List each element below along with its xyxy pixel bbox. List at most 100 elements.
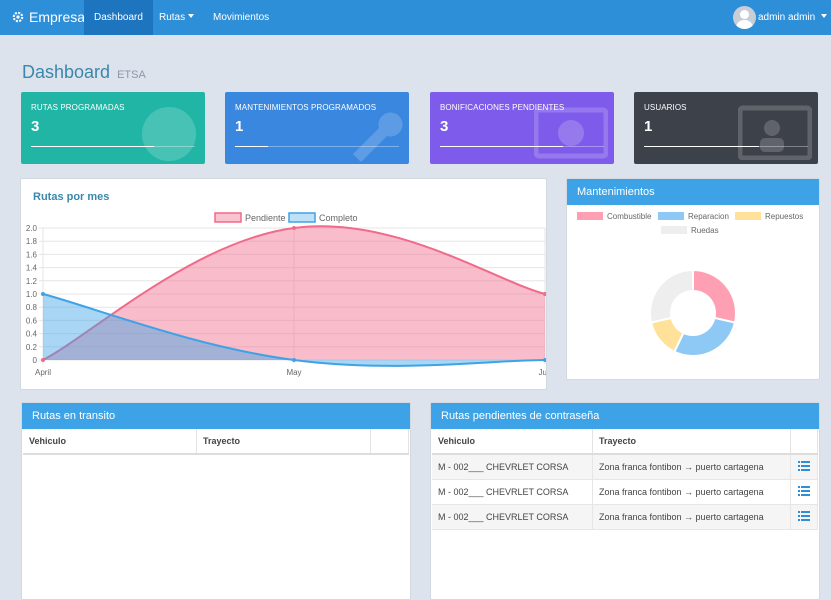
nav-dashboard[interactable]: Dashboard xyxy=(84,0,153,35)
nav-dashboard-label: Dashboard xyxy=(94,12,143,23)
column-header-trayecto[interactable]: Trayecto xyxy=(196,429,371,455)
donut-slice-reparacion[interactable] xyxy=(673,316,737,357)
legend-label-combustible: Combustible xyxy=(607,212,652,221)
y-tick-label: 1.6 xyxy=(26,250,38,259)
legend-label-pendiente: Pendiente xyxy=(245,213,286,223)
nav-movimientos-label: Movimientos xyxy=(213,12,270,23)
chevron-down-icon xyxy=(188,14,195,18)
y-tick-label: 0.4 xyxy=(26,330,38,339)
legend-label-repuestos: Repuestos xyxy=(765,212,803,221)
column-header-actions xyxy=(370,429,409,455)
rutas-pendientes-header: Rutas pendientes de contraseña xyxy=(431,403,819,429)
donut-slice-ruedas[interactable] xyxy=(649,268,694,324)
globe-icon xyxy=(142,107,196,161)
cell-vehiculo: M - 002___ CHEVRLET CORSA xyxy=(432,479,593,505)
x-tick-label: Ju xyxy=(539,368,546,377)
page-subtitle: ETSA xyxy=(117,69,146,81)
data-point-completo[interactable] xyxy=(41,292,45,296)
stat-progress-fill xyxy=(31,146,154,147)
avatar[interactable] xyxy=(733,6,756,29)
data-point-completo[interactable] xyxy=(292,358,296,362)
y-tick-label: 0 xyxy=(33,356,38,365)
panel-title: Rutas en transito xyxy=(32,410,116,422)
rutas-chart-card: Rutas por mes Pendiente Completo 0 0.2 0.4… xyxy=(20,178,547,390)
y-tick-label: 2.0 xyxy=(26,224,38,233)
user-name: admin admin xyxy=(757,12,816,23)
legend-swatch-repuestos xyxy=(735,212,761,220)
stat-mantenimientos-programados[interactable]: MANTENIMIENTOS PROGRAMADOS 1 xyxy=(225,92,409,164)
y-tick-label: 1.2 xyxy=(26,277,38,286)
x-tick-label: May xyxy=(286,368,301,377)
nav-movimientos[interactable]: Movimientos xyxy=(203,0,279,35)
table-header-row: Vehiculo Trayecto xyxy=(23,429,409,455)
page-title: Dashboard ETSA xyxy=(22,62,146,83)
donut-slice-combustible[interactable] xyxy=(692,268,737,324)
legend-swatch-pendiente xyxy=(214,212,242,223)
page-title-text: Dashboard xyxy=(22,62,111,82)
y-tick-label: 0.6 xyxy=(26,316,38,325)
area-fill-completo xyxy=(43,294,545,366)
legend-label-reparacion: Reparacion xyxy=(688,212,729,221)
y-tick-label: 0.8 xyxy=(26,303,38,312)
table-row: M - 002___ CHEVRLET CORSA Zona franca fo… xyxy=(432,504,818,530)
id-card-icon xyxy=(738,105,812,160)
area-fill-pendiente xyxy=(43,226,545,360)
cell-trayecto: Zona franca fontibon → puerto cartagena xyxy=(592,454,791,480)
brand-label: Empresa xyxy=(29,9,86,25)
y-tick-label: 0.2 xyxy=(26,343,38,352)
stat-value: 1 xyxy=(644,118,653,135)
legend-swatch-completo xyxy=(288,212,316,223)
user-menu[interactable]: admin admin xyxy=(758,0,827,35)
table-row: M - 002___ CHEVRLET CORSA Zona franca fo… xyxy=(432,479,818,505)
stat-progress xyxy=(440,146,604,147)
data-point-pendiente[interactable] xyxy=(292,226,296,230)
stat-value: 1 xyxy=(235,118,244,135)
stat-label: BONIFICACIONES PENDIENTES xyxy=(440,103,565,112)
rutas-transito-table: Vehiculo Trayecto xyxy=(23,429,409,455)
stat-progress xyxy=(235,146,399,147)
y-tick-label: 1.8 xyxy=(26,237,38,246)
column-header-vehiculo[interactable]: Vehiculo xyxy=(432,429,593,455)
stat-usuarios[interactable]: USUARIOS 1 xyxy=(634,92,818,164)
legend-swatch-reparacion xyxy=(658,212,684,220)
cell-actions xyxy=(790,454,818,480)
stat-progress-fill xyxy=(644,146,759,147)
list-icon[interactable] xyxy=(798,511,810,521)
cell-vehiculo: M - 002___ CHEVRLET CORSA xyxy=(432,454,593,480)
cell-trayecto: Zona franca fontibon → puerto cartagena xyxy=(592,504,791,530)
stat-progress-fill xyxy=(235,146,268,147)
data-point-completo[interactable] xyxy=(543,358,546,362)
rutas-transito-header: Rutas en transito xyxy=(22,403,410,429)
column-header-actions xyxy=(790,429,818,455)
stat-progress-fill xyxy=(440,146,563,147)
column-header-trayecto[interactable]: Trayecto xyxy=(592,429,791,455)
panel-title: Mantenimientos xyxy=(577,186,655,198)
stat-progress xyxy=(644,146,808,147)
table-row: M - 002___ CHEVRLET CORSA Zona franca fo… xyxy=(432,454,818,480)
stat-rutas-programadas[interactable]: RUTAS PROGRAMADAS 3 xyxy=(21,92,205,164)
rutas-pendientes-panel: Rutas pendientes de contraseña Vehiculo … xyxy=(430,402,820,600)
panel-title: Rutas pendientes de contraseña xyxy=(441,410,600,422)
legend-label-ruedas: Ruedas xyxy=(691,226,719,235)
rutas-transito-panel: Rutas en transito Vehiculo Trayecto xyxy=(21,402,411,600)
mantenimientos-card: Mantenimientos Combustible Reparacion Re… xyxy=(566,178,820,380)
stat-label: MANTENIMIENTOS PROGRAMADOS xyxy=(235,103,377,112)
area-chart: Pendiente Completo 0 0.2 0.4 0.6 0.8 1.0 1.2 1.… xyxy=(26,212,546,377)
data-point-pendiente[interactable] xyxy=(41,358,45,362)
data-point-pendiente[interactable] xyxy=(543,292,546,296)
list-icon[interactable] xyxy=(798,461,810,471)
column-header-vehiculo[interactable]: Vehiculo xyxy=(23,429,197,455)
brand-link[interactable]: Empresa xyxy=(12,0,85,35)
gear-icon xyxy=(12,11,24,23)
cell-actions xyxy=(790,479,818,505)
list-icon[interactable] xyxy=(798,486,810,496)
money-icon xyxy=(534,107,608,159)
legend-swatch-ruedas xyxy=(661,226,687,234)
stat-bonificaciones-pendientes[interactable]: BONIFICACIONES PENDIENTES 3 xyxy=(430,92,614,164)
legend-swatch-combustible xyxy=(577,212,603,220)
nav-rutas[interactable]: Rutas xyxy=(149,0,204,35)
wrench-icon xyxy=(353,112,403,162)
chevron-down-icon xyxy=(821,14,827,18)
top-navbar: Empresa Dashboard Rutas Movimientos admi… xyxy=(0,0,831,35)
table-header-row: Vehiculo Trayecto xyxy=(432,429,818,455)
